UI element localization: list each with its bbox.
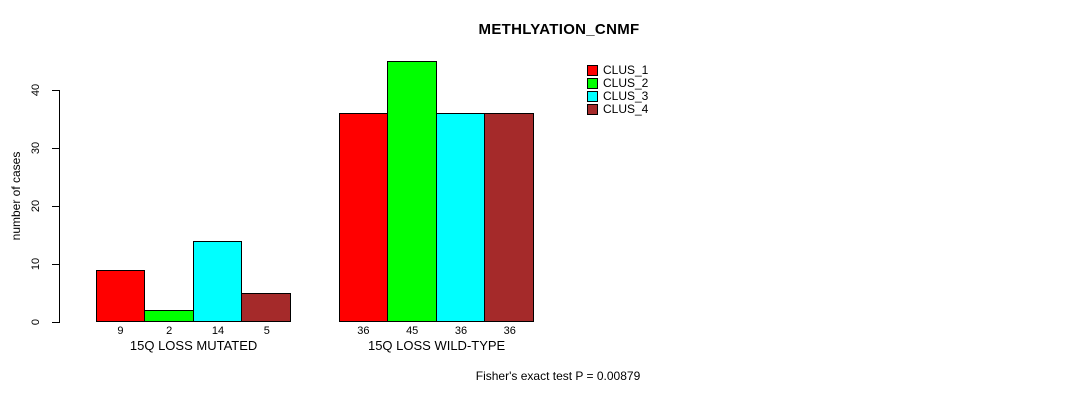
bar-clus-4-15q-loss-wild-type (484, 113, 534, 322)
legend-item-clus-1: CLUS_1 (587, 64, 648, 77)
y-axis-title: number of cases (9, 151, 23, 241)
legend-label-clus-3: CLUS_3 (603, 89, 649, 103)
bar-clus-3-15q-loss-mutated (193, 241, 242, 322)
legend-label-clus-4: CLUS_4 (603, 102, 649, 116)
y-tick-label: 10 (30, 257, 42, 271)
bar-clus-1-15q-loss-mutated (96, 270, 145, 322)
bar-clus-2-15q-loss-wild-type (387, 61, 437, 322)
y-tick-mark (52, 322, 60, 323)
bar-clus-4-15q-loss-mutated (241, 293, 291, 322)
chart-title: METHLYATION_CNMF (478, 21, 640, 38)
x-category-label-15q-loss-mutated: 15Q LOSS MUTATED (129, 338, 258, 353)
legend-item-clus-3: CLUS_3 (587, 90, 648, 103)
y-tick-mark (52, 264, 60, 265)
legend-item-clus-4: CLUS_4 (587, 103, 648, 116)
y-tick-label: 30 (30, 141, 42, 155)
legend-label-clus-2: CLUS_2 (603, 76, 649, 90)
y-tick-label: 40 (30, 83, 42, 97)
bar-value-label-clus-4-15q-loss-mutated: 5 (263, 325, 270, 337)
legend-swatch-clus-4 (587, 104, 598, 115)
bar-clus-2-15q-loss-mutated (144, 310, 194, 322)
bar-clus-3-15q-loss-wild-type (436, 113, 485, 322)
legend-label-clus-1: CLUS_1 (603, 63, 649, 77)
legend-swatch-clus-1 (587, 65, 598, 76)
legend-swatch-clus-2 (587, 78, 598, 89)
bar-value-label-clus-3-15q-loss-mutated: 14 (211, 325, 225, 337)
bar-value-label-clus-1-15q-loss-wild-type: 36 (357, 325, 370, 337)
bar-value-label-clus-2-15q-loss-wild-type: 45 (406, 325, 419, 337)
y-tick-label: 0 (30, 318, 42, 326)
bar-value-label-clus-2-15q-loss-mutated: 2 (166, 325, 173, 337)
x-category-label-15q-loss-wild-type: 15Q LOSS WILD-TYPE (367, 338, 506, 353)
legend-item-clus-2: CLUS_2 (587, 77, 648, 90)
bar-value-label-clus-3-15q-loss-wild-type: 36 (454, 325, 468, 337)
bar-value-label-clus-4-15q-loss-wild-type: 36 (503, 325, 516, 337)
legend: CLUS_1 CLUS_2 CLUS_3 CLUS_4 (587, 64, 648, 116)
y-tick-mark (52, 206, 60, 207)
legend-swatch-clus-3 (587, 91, 598, 102)
bar-value-label-clus-1-15q-loss-mutated: 9 (117, 325, 124, 337)
y-tick-mark (52, 148, 60, 149)
y-tick-label: 20 (30, 199, 42, 213)
bar-clus-1-15q-loss-wild-type (339, 113, 388, 322)
y-tick-mark (52, 90, 60, 91)
annotation-fisher-test: Fisher's exact test P = 0.00879 (475, 369, 641, 383)
